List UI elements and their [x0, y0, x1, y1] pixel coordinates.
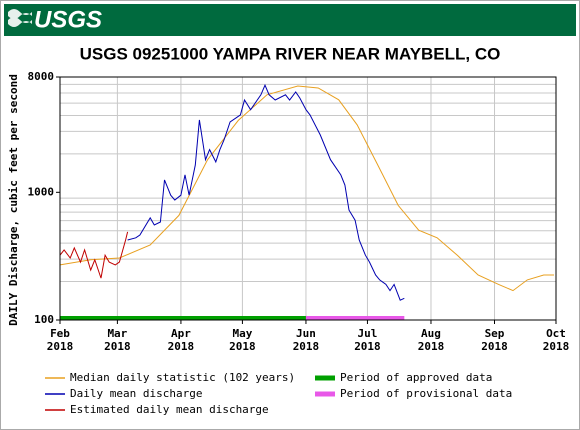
legend-label: Daily mean discharge	[70, 387, 202, 400]
legend-label: Period of provisional data	[340, 387, 512, 400]
x-tick-label: May	[232, 327, 252, 340]
header-band	[4, 4, 576, 36]
y-axis-label: DAILY Discharge, cubic feet per second	[7, 74, 20, 326]
y-tick-label: 8000	[28, 70, 55, 83]
x-tick-label: Apr	[171, 327, 191, 340]
x-tick-label: Feb	[50, 327, 70, 340]
legend-swatch	[315, 375, 335, 381]
legend-label: Period of approved data	[340, 371, 492, 384]
x-tick-label: 2018	[293, 340, 320, 353]
x-tick-label: 2018	[229, 340, 256, 353]
legend-label: Median daily statistic (102 years)	[70, 371, 295, 384]
x-tick-label: Jul	[358, 327, 378, 340]
series-line	[59, 85, 554, 292]
period-bar	[305, 316, 405, 320]
series-line	[59, 231, 129, 279]
x-tick-label: Aug	[421, 327, 441, 340]
x-tick-label: Oct	[546, 327, 566, 340]
x-tick-label: 2018	[354, 340, 381, 353]
y-tick-label: 1000	[28, 185, 55, 198]
header-logo: USGS	[34, 6, 102, 33]
series-line	[127, 83, 405, 301]
x-tick-label: 2018	[543, 340, 570, 353]
legend-swatch	[315, 391, 335, 397]
x-tick-label: 2018	[418, 340, 445, 353]
x-tick-label: Sep	[485, 327, 505, 340]
chart-title: USGS 09251000 YAMPA RIVER NEAR MAYBELL, …	[80, 44, 501, 63]
legend-label: Estimated daily mean discharge	[70, 403, 269, 416]
usgs-logo-mark	[8, 9, 32, 27]
x-tick-label: 2018	[47, 340, 74, 353]
x-tick-label: Mar	[107, 327, 127, 340]
plot-frame	[59, 76, 557, 321]
x-tick-label: 2018	[168, 340, 195, 353]
period-bar	[60, 316, 306, 320]
x-tick-label: Jun	[296, 327, 316, 340]
x-tick-label: 2018	[481, 340, 508, 353]
y-tick-label: 100	[34, 313, 54, 326]
x-tick-label: 2018	[104, 340, 131, 353]
